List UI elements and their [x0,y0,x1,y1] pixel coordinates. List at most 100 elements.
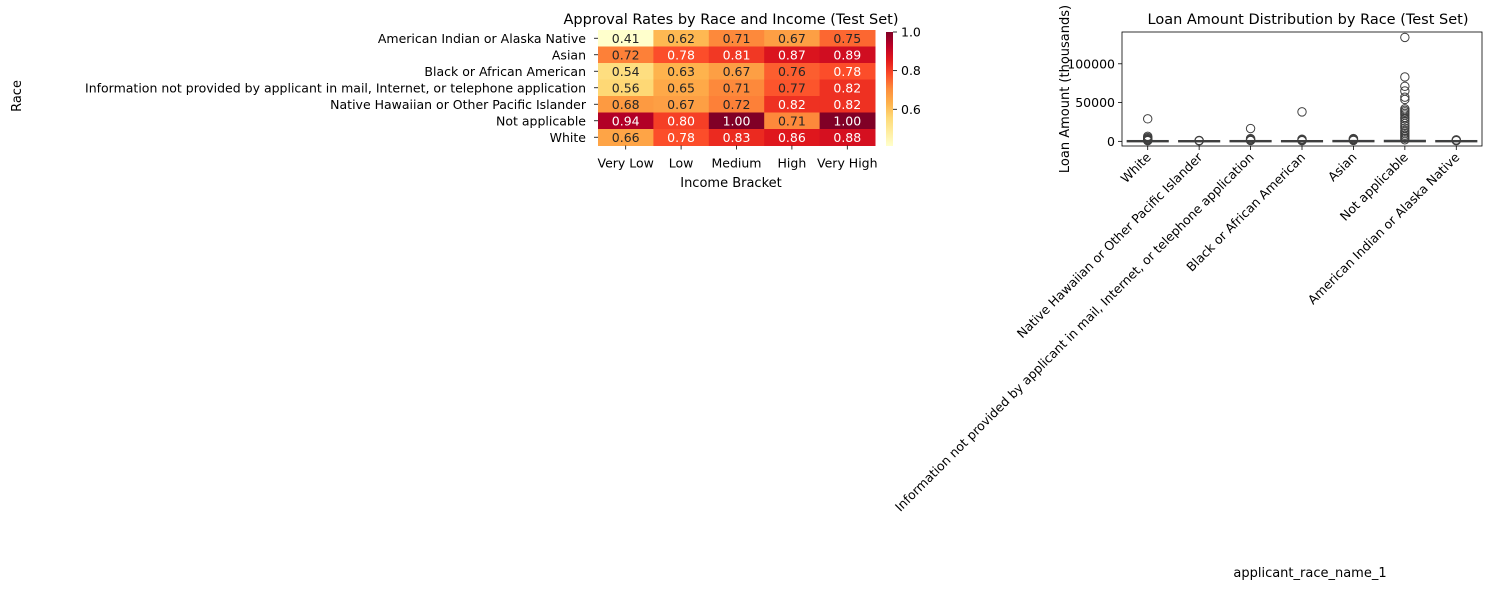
boxplot-outlier [1400,86,1410,96]
boxplot-boxes [1126,32,1478,146]
heatmap-cell-label: 0.89 [833,47,861,62]
boxplot-outlier [1297,107,1307,117]
heatmap-cell-label: 0.77 [778,80,806,95]
heatmap-title: Approval Rates by Race and Income (Test … [563,12,898,28]
heatmap-cell [708,112,765,130]
heatmap-y-tick-label: Black or African American [424,64,586,79]
boxplot-x-tick-label: Native Hawaiian or Other Pacific Islande… [1014,149,1206,341]
heatmap-cell-label: 0.78 [667,130,695,145]
heatmap-cell-label: 0.41 [612,31,640,46]
heatmap-cell [819,79,876,97]
boxplot-title: Loan Amount Distribution by Race (Test S… [1148,12,1469,28]
heatmap-cell-label: 0.83 [723,130,751,145]
boxplot-outlier [1194,135,1204,146]
heatmap-cells: 0.41 0.62 0.71 0.67 0.750.72 0.78 0.81 0.87 0.89… [598,30,876,146]
heatmap-cell-label: 0.87 [778,47,806,62]
boxplot-box-group [1178,135,1221,146]
heatmap-cell-label: 0.82 [833,97,861,112]
heatmap-cell-label: 0.80 [667,113,695,128]
heatmap-cell [819,129,876,146]
heatmap-cell [598,96,654,113]
boxplot-outlier [1143,114,1153,124]
boxplot-outlier [1245,133,1256,144]
heatmap-cell [653,63,710,80]
heatmap-cell [708,30,765,47]
heatmap-y-tick-label: American Indian or Alaska Native [378,31,586,46]
heatmap-cell [708,96,765,113]
heatmap-cell [764,63,821,80]
heatmap-x-tick-label: Medium [712,156,762,171]
colorbar-gradient [886,32,893,146]
boxplot-box-group [1435,135,1478,146]
heatmap-cell-label: 0.67 [778,31,806,46]
heatmap-colorbar: 0.6 0.8 1.0 [886,25,921,146]
heatmap-cell [764,129,821,146]
heatmap-cell [819,112,876,130]
colorbar-tick-label: 0.8 [901,63,921,78]
heatmap-cell-label: 0.67 [723,64,751,79]
boxplot-x-tick-label: Information not provided by applicant in… [892,150,1257,515]
boxplot-outlier [1400,116,1410,126]
heatmap-cell [764,96,821,113]
boxplot-box-group [1126,114,1169,146]
heatmap-cell-label: 0.65 [667,80,695,95]
boxplot-outlier [1451,135,1461,145]
heatmap-cell [653,46,710,64]
heatmap-cell [819,63,876,80]
heatmap-x-tick-label: Low [669,156,694,171]
colorbar-ticks: 0.6 0.8 1.0 [893,25,921,117]
boxplot-box-group [1332,133,1375,146]
heatmap-cell-label: 0.71 [723,80,751,95]
heatmap-cell [653,129,710,146]
heatmap-cell-label: 1.00 [723,113,751,128]
heatmap-y-tick-label: Not applicable [496,113,586,128]
boxplot-outlier [1400,123,1410,133]
heatmap-cell-label: 0.54 [612,64,640,79]
heatmap-cell-label: 0.82 [778,97,806,112]
boxplot-box-group [1383,32,1426,145]
boxplot-outlier [1400,125,1410,136]
heatmap-cell [708,129,765,146]
heatmap-cell [598,46,654,64]
heatmap-x-tick-label: Very High [817,156,878,171]
boxplot-outlier [1400,72,1410,82]
heatmap-x-tick-label: Very Low [597,156,653,171]
boxplot-y-ticks: 0 50000 100000 [1067,56,1122,149]
heatmap-cell-label: 0.68 [612,97,640,112]
heatmap-cell-label: 0.66 [612,130,640,145]
heatmap-cell-label: 0.82 [833,80,861,95]
boxplot-x-axis-label: applicant_race_name_1 [1233,566,1386,581]
colorbar-tick-label: 1.0 [901,25,921,40]
heatmap-cell [598,79,654,97]
boxplot-outlier [1400,104,1410,114]
heatmap-y-tick-label: Native Hawaiian or Other Pacific Islande… [330,97,587,112]
colorbar-tick-label: 0.6 [901,102,921,117]
boxplot-chart: Loan Amount Distribution by Race (Test S… [892,5,1483,581]
heatmap-cell-label: 0.72 [612,47,640,62]
heatmap-cell [653,96,710,113]
heatmap-cell-label: 0.78 [833,64,861,79]
heatmap-y-tick-label: White [550,130,587,145]
boxplot-outlier [1348,133,1359,144]
heatmap-cell [764,46,821,64]
heatmap-y-tick-label: Information not provided by applicant in… [85,80,586,95]
heatmap-cell-label: 0.71 [778,113,806,128]
heatmap-cell-label: 0.94 [612,113,640,128]
heatmap-cell [598,112,654,130]
boxplot-plot-area [1121,31,1483,147]
heatmap-cell-label: 0.67 [667,97,695,112]
boxplot-outlier [1297,134,1307,144]
boxplot-outlier [1143,131,1153,142]
heatmap-y-axis-label: Race [10,80,25,112]
heatmap-cell-label: 0.76 [778,64,806,79]
boxplot-box-group [1229,123,1272,146]
heatmap-cell [653,112,710,130]
heatmap-cell [708,46,765,64]
boxplot-box-group [1280,107,1324,146]
heatmap-cell-label: 0.81 [723,47,751,62]
boxplot-y-tick-label: 50000 [1075,95,1115,110]
heatmap-cell [764,30,821,47]
